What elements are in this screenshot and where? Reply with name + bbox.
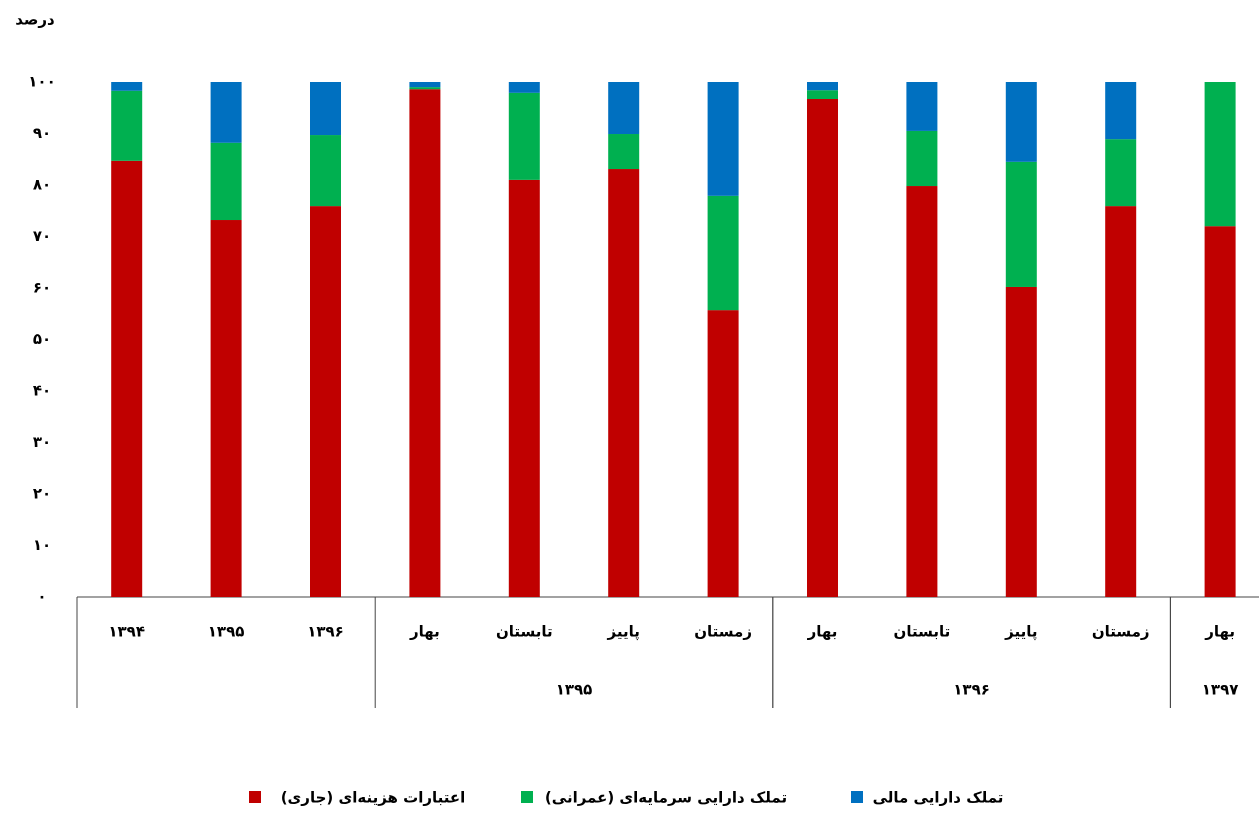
bar-segment [906,186,938,597]
bar-segment [608,82,640,135]
bar-segment [608,169,640,597]
group-label: ۱۳۹۵ [556,681,593,699]
y-tick-label: ۹۰ [33,124,51,142]
legend-label: تملک دارایی سرمایه‌ای (عمرانی) [545,789,787,807]
legend-label: تملک دارایی مالی [873,789,1004,807]
bar-segment [409,89,441,598]
x-tick-label: ۱۳۹۵ [208,623,245,641]
x-tick-label: پاییز [1004,623,1037,642]
x-tick-label: زمستان [1092,623,1150,641]
bar-segment [409,87,441,90]
bar-segment [906,130,938,187]
group-label: ۱۳۹۶ [953,681,990,699]
bar-segment [608,134,640,170]
bar-segment [906,82,938,131]
y-tick-label: ۴۰ [33,382,51,400]
bar-segment [210,220,242,597]
bar-segment [1105,206,1137,598]
bar-segment [1204,82,1236,227]
y-tick-label: ۳۰ [33,433,51,451]
x-tick-label: پاییز [607,623,640,642]
x-tick-label: ۱۳۹۴ [108,623,145,641]
bar-segment [807,98,838,598]
legend-swatch [851,791,863,803]
bar-segment [508,82,540,93]
bar-segment [508,92,540,180]
x-tick-label: زمستان [694,623,752,641]
bar-segment [310,82,341,136]
legend-label: اعتبارات هزینه‌ای (جاری) [281,789,466,807]
bar-segment [1105,82,1137,140]
bar-segment [508,179,540,597]
y-tick-label: ۰ [37,588,46,606]
bar-segment [1105,139,1137,207]
bar-segment [310,206,341,598]
bar-segment [1005,161,1037,287]
legend-swatch [521,791,533,803]
bar-segment [707,195,739,311]
bar-segment [210,82,242,143]
x-tick-label: تابستان [894,623,951,641]
bar-segment [409,82,441,88]
y-axis-label: درصد [15,11,55,29]
y-tick-label: ۷۰ [33,227,51,245]
group-label: ۱۳۹۷ [1202,681,1239,699]
bar-segment [707,310,739,597]
legend-swatch [249,791,261,803]
bar-segment [1005,286,1037,597]
y-tick-label: ۸۰ [33,176,51,194]
bar-segment [807,82,838,91]
bar-segment [210,142,242,221]
x-tick-label: بهار [409,623,440,641]
x-tick-label: ۱۳۹۶ [307,623,344,641]
x-tick-label: تابستان [496,623,553,641]
bar-segment [310,135,341,207]
bar-segment [111,82,143,91]
bar-segment [807,90,838,99]
y-tick-label: ۱۰۰ [28,73,55,91]
bar-segment [111,90,143,161]
bar-segment [1204,226,1236,597]
bar-segment [1005,82,1037,162]
y-tick-label: ۲۰ [33,485,51,503]
bar-segment [707,82,739,196]
y-tick-label: ۶۰ [33,279,51,297]
y-tick-label: ۵۰ [33,330,51,348]
y-tick-label: ۱۰ [33,536,51,554]
x-tick-label: بهار [1204,623,1235,641]
x-tick-label: بهار [807,623,838,641]
bar-segment [111,160,143,598]
